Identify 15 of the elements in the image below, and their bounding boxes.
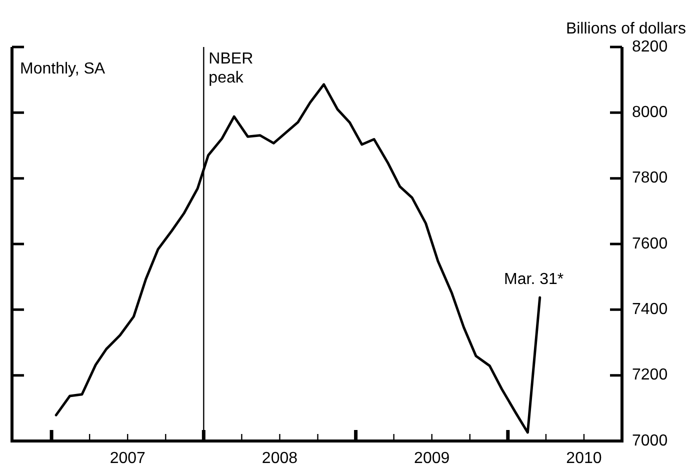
y-tick-label: 7000 (632, 432, 668, 450)
y-tick-label: 7800 (632, 170, 668, 187)
y-tick-label: 7600 (632, 235, 668, 252)
x-tick-label: 2007 (110, 450, 146, 468)
x-tick-label: 2008 (262, 450, 298, 468)
annotation: Mar. 31* (504, 270, 564, 288)
annotation: Monthly, SA (20, 60, 106, 78)
y-axis-title: Billions of dollars (566, 20, 686, 38)
y-tick-label: 8000 (632, 104, 668, 122)
x-tick-label: 2009 (414, 450, 450, 468)
y-tick-label: 8200 (632, 38, 668, 56)
y-tick-label: 7200 (632, 366, 668, 384)
ref-line-label: NBER peak (208, 50, 254, 86)
y-tick-label: 7400 (632, 301, 668, 318)
x-tick-label: 2010 (566, 450, 602, 468)
